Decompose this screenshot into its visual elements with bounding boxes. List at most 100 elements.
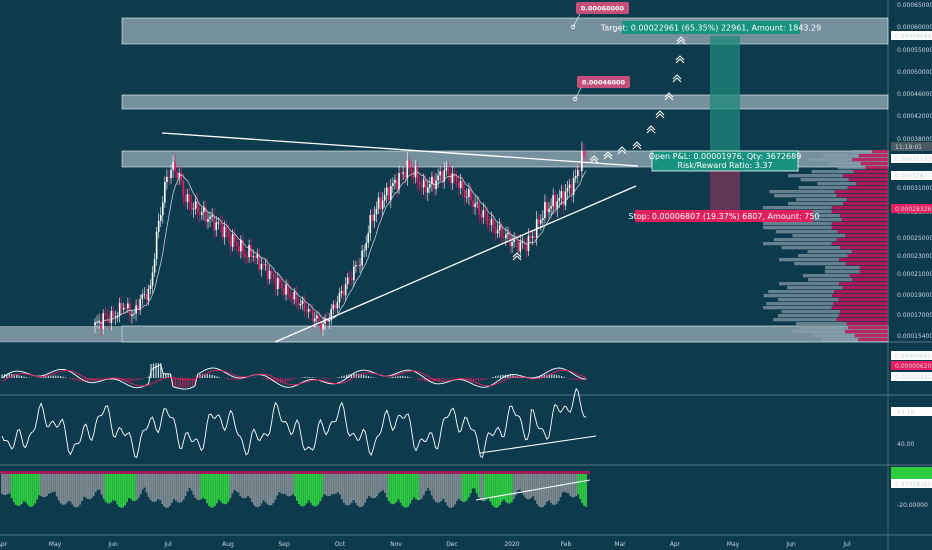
momentum-bar [307,474,310,501]
histogram-bar [211,374,213,378]
volume-profile-bar [859,266,888,270]
candle-body [445,167,448,171]
histogram-bar [243,378,245,379]
momentum-bar [172,474,175,500]
price-tag-text: 0.00000342 [895,374,931,381]
volume-profile-bar [843,174,888,178]
momentum-bar [477,474,480,498]
histogram-bar [541,375,543,378]
candle-body [558,197,561,202]
candle-body [344,283,347,296]
momentum-bar [16,474,19,506]
volume-profile-bar [838,314,888,318]
volume-profile-bar [824,270,860,274]
price-axis-bg [888,0,932,550]
candle-body [297,302,300,306]
momentum-bar [331,474,333,495]
histogram-bar [52,375,54,378]
momentum-bar [514,474,517,496]
momentum-bar [202,474,205,498]
volume-profile-bar [841,218,888,222]
candle-body [424,179,427,193]
price-tag [891,479,932,488]
histogram-bar [326,378,328,380]
momentum-bar [544,474,546,506]
momentum-bar [47,474,50,494]
momentum-bar [169,474,171,506]
volume-profile-bar [853,170,888,174]
momentum-bar [440,474,443,501]
candle-body [484,210,487,214]
histogram-bar [502,374,504,378]
volume-profile-bar [831,226,888,230]
histogram-bar [409,377,411,378]
momentum-bar [399,474,402,503]
momentum-bar [458,474,460,499]
candle-body [412,171,415,178]
momentum-bar [469,474,472,494]
momentum-bar [487,474,490,498]
volume-profile-bar [795,322,847,326]
momentum-bar [573,474,576,498]
momentum-bar [292,474,294,495]
histogram-bar [424,378,426,382]
momentum-bar [112,474,115,501]
momentum-bar [467,474,470,498]
momentum-bar [63,474,66,505]
histogram-bar [187,378,189,387]
momentum-bar [77,474,80,507]
volume-profile-bar [779,282,839,286]
momentum-bar [383,474,386,493]
momentum-bar [87,474,89,499]
histogram-bar [548,374,550,378]
histogram-bar [573,378,575,380]
momentum-bar [116,474,119,505]
volume-profile-bar [779,258,839,262]
histogram-bar [487,378,489,379]
momentum-bar [108,474,111,504]
histogram-bar [69,378,72,379]
x-axis-label: Jun [785,541,796,548]
candle-body [149,285,152,289]
x-axis-label: Apr [670,541,681,548]
candle-body [519,242,522,252]
momentum-bar [317,474,320,505]
histogram-bar [399,376,401,378]
candle-body [207,219,209,222]
histogram-bar [289,378,291,381]
volume-profile-bar [846,322,888,326]
momentum-bar [143,474,146,488]
volume-profile-bar [832,294,888,298]
histogram-bar [575,378,577,381]
momentum-bar [356,474,359,506]
rsi-line [1,387,587,459]
candle-body [270,270,273,274]
candle-body [281,283,283,289]
volume-profile-bar [763,294,833,298]
histogram-bar [397,376,399,378]
volume-profile-bar [847,186,888,190]
histogram-bar [328,378,331,379]
momentum-bar [88,474,91,500]
momentum-bar [462,474,464,502]
momentum-bar [266,474,269,505]
histogram-bar [563,376,565,378]
y-axis-label: 0.00021000 [897,271,932,278]
volume-profile-bar [849,274,888,278]
histogram-bar [25,377,28,378]
momentum-bar [155,474,158,501]
momentum-bar [167,474,169,508]
volume-profile-bar [769,190,835,194]
momentum-bar [217,474,220,500]
candle-body [94,322,96,326]
momentum-bar [565,474,568,493]
momentum-bar [430,474,433,496]
candle-body [494,227,497,234]
histogram-bar [421,378,423,381]
histogram-bar [99,378,101,380]
candle-body [277,278,279,290]
candle-body [377,197,380,209]
volume-profile-bar [821,338,859,342]
momentum-bar [391,474,394,505]
